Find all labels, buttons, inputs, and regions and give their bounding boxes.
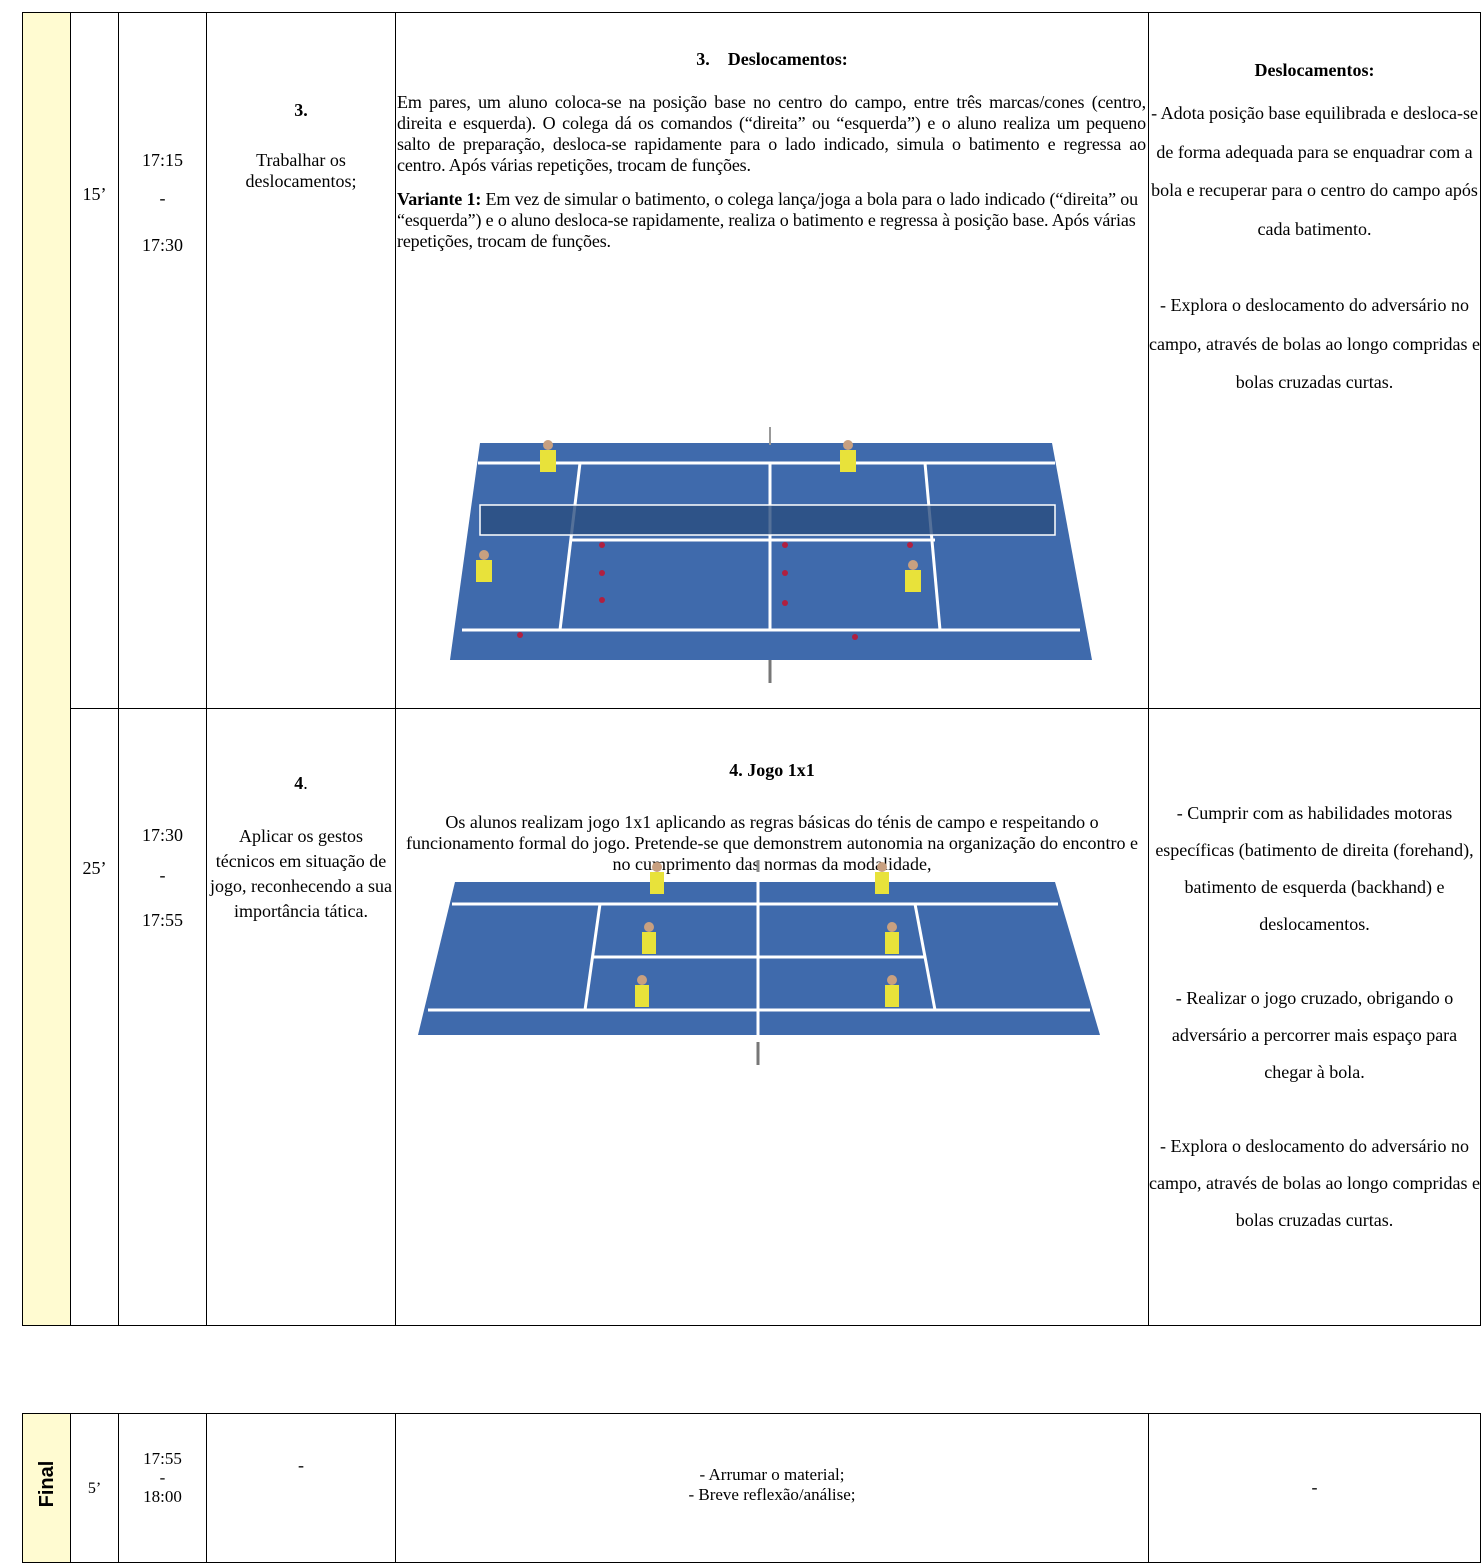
phase-cell [22, 1413, 71, 1563]
duration: 15’ [82, 184, 107, 204]
objective: Trabalhar os deslocamentos; [245, 150, 357, 191]
time-range: 17:55 - 18:00 [120, 1449, 205, 1506]
criteria: - [1311, 1477, 1318, 1497]
objective-number-digit: 4 [294, 773, 304, 793]
time-cell [118, 12, 207, 709]
objective-number: 3. [294, 100, 308, 120]
objective: - [298, 1455, 304, 1475]
time-separator: - [159, 1468, 166, 1487]
objective-number-suffix: . [303, 773, 308, 793]
criteria-item: - Explora o deslocamento do adversário n… [1149, 295, 1480, 392]
court-diagram [450, 427, 1092, 683]
time-separator: - [159, 188, 166, 208]
variant-label: Variante 1: [397, 189, 482, 209]
time-cell [118, 708, 207, 1326]
activity-title: 3. Deslocamentos: [696, 49, 848, 69]
criteria-item: - Cumprir com as habilidades motoras esp… [1155, 803, 1474, 934]
criteria-item: - Adota posição base equilibrada e deslo… [1151, 103, 1478, 239]
objective: Aplicar os gestos técnicos em situação d… [210, 826, 392, 921]
phase-label: Final [36, 1460, 58, 1508]
criteria-item: - Explora o deslocamento do adversário n… [1149, 1136, 1480, 1230]
time-start: 17:30 [141, 825, 183, 845]
activity-item: - Arrumar o material; [699, 1465, 845, 1484]
activity-text: Em pares, um aluno coloca-se na posição … [397, 92, 1146, 252]
activity-paragraph: Em pares, um aluno coloca-se na posição … [397, 92, 1146, 175]
objective-cell [206, 708, 396, 1326]
activity-list: - Arrumar o material; - Breve reflexão/a… [397, 1465, 1147, 1505]
criteria-list: - Adota posição base equilibrada e deslo… [1146, 94, 1481, 402]
phase-cell [22, 12, 71, 1326]
duration-cell [70, 708, 119, 1326]
time-start: 17:15 [141, 150, 183, 170]
activity-item: - Breve reflexão/análise; [688, 1485, 856, 1504]
criteria-title: Deslocamentos: [1254, 60, 1375, 80]
objective-number: 4. [208, 773, 394, 794]
duration: 25’ [82, 858, 107, 878]
court-diagram [418, 860, 1100, 1065]
time-end: 17:30 [141, 235, 183, 255]
time-start: 17:55 [143, 1449, 182, 1468]
criteria-item: - Realizar o jogo cruzado, obrigando o a… [1171, 988, 1458, 1082]
objective-cell [206, 1413, 396, 1563]
activity-text: Os alunos realizam jogo 1x1 aplicando as… [406, 812, 1138, 874]
variant-paragraph: Variante 1: Em vez de simular o batiment… [397, 189, 1146, 252]
activity-title: 4. Jogo 1x1 [729, 760, 815, 780]
time-end: 17:55 [141, 910, 183, 930]
time-end: 18:00 [143, 1487, 182, 1506]
time-separator: - [159, 865, 166, 885]
criteria-list: - Cumprir com as habilidades motoras esp… [1146, 795, 1481, 1239]
variant-text: Em vez de simular o batimento, o colega … [397, 189, 1138, 251]
duration: 5’ [87, 1480, 102, 1497]
duration-cell [70, 12, 119, 709]
